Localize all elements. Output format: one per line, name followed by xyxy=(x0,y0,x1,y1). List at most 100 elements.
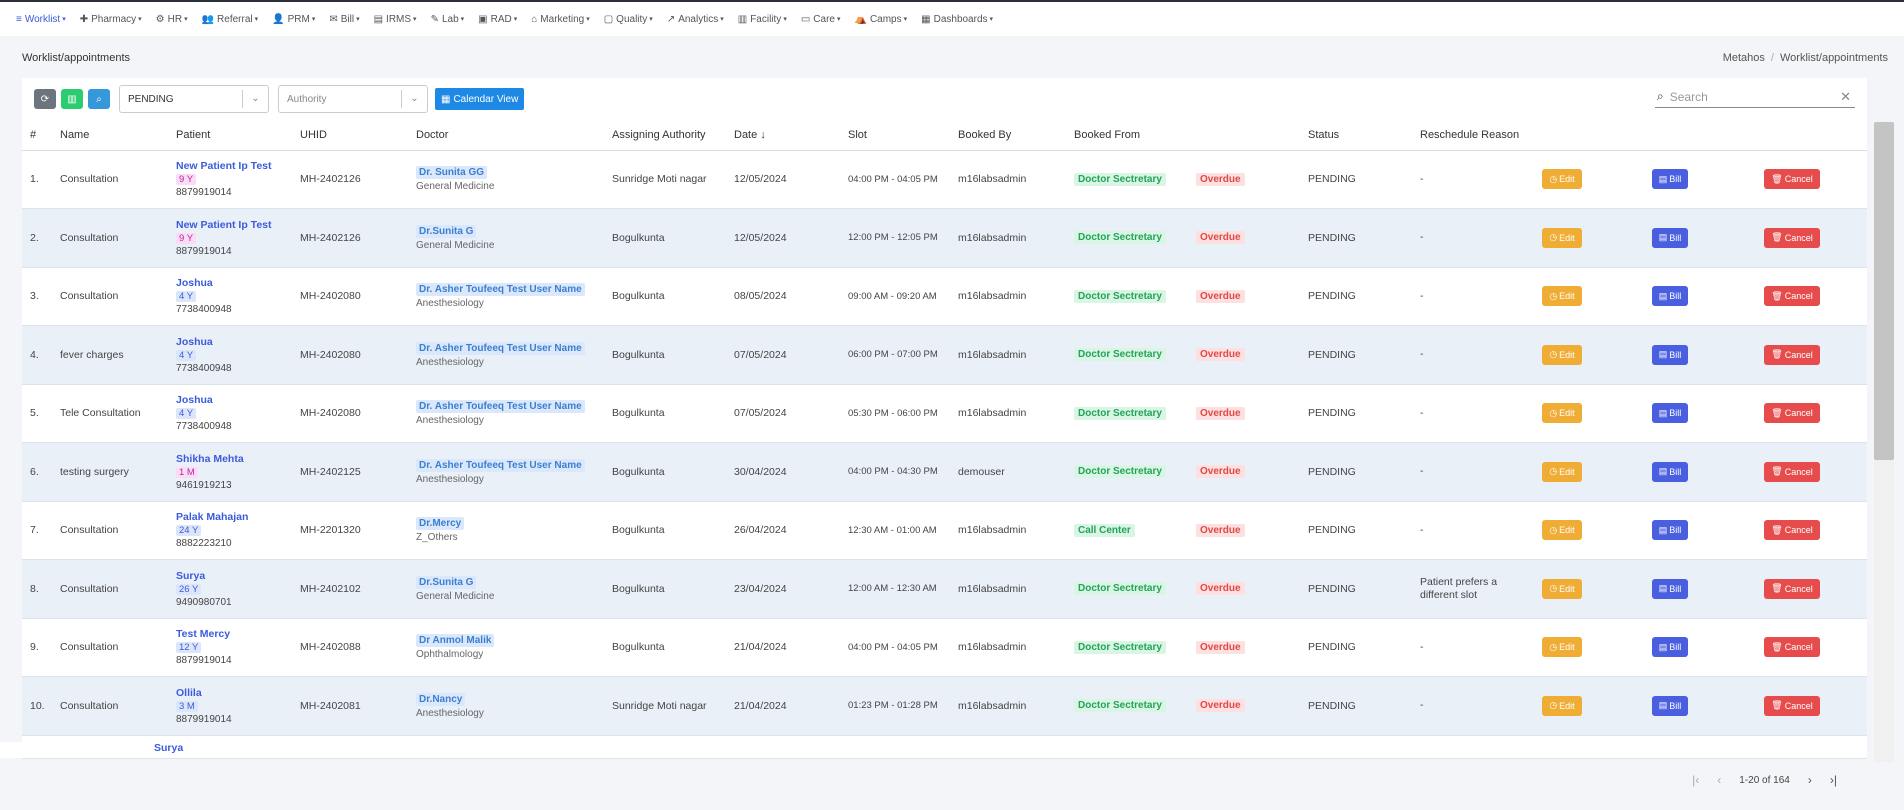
calendar-view-button[interactable]: ▦ Calendar View xyxy=(435,88,525,110)
bill-button[interactable]: ▤ Bill xyxy=(1652,169,1688,190)
nav-facility[interactable]: ▥ Facility ▾ xyxy=(738,14,787,25)
status: PENDING xyxy=(1308,407,1356,420)
doctor-name: Dr. Sunita GG xyxy=(416,166,488,180)
patient-name[interactable]: Joshua xyxy=(176,335,213,348)
authority-select[interactable]: Authority ⌄ xyxy=(278,85,428,113)
bill-button[interactable]: ▤ Bill xyxy=(1652,461,1688,482)
cancel-button[interactable]: 🗑 Cancel xyxy=(1764,637,1820,658)
patient-name[interactable]: New Patient Ip Test xyxy=(176,218,272,231)
uhid: MH-2402080 xyxy=(300,348,361,361)
bill-button[interactable]: ▤ Bill xyxy=(1652,637,1688,658)
cancel-button[interactable]: 🗑 Cancel xyxy=(1764,695,1820,716)
bill-button[interactable]: ▤ Bill xyxy=(1652,520,1688,541)
edit-button[interactable]: ◷ Edit xyxy=(1542,695,1582,716)
edit-button[interactable]: ◷ Edit xyxy=(1542,227,1582,248)
nav-label: RAD xyxy=(490,13,512,25)
edit-button[interactable]: ◷ Edit xyxy=(1542,403,1582,424)
bill-button[interactable]: ▤ Bill xyxy=(1652,695,1688,716)
edit-button[interactable]: ◷ Edit xyxy=(1542,578,1582,599)
next-page-icon[interactable]: › xyxy=(1807,773,1812,787)
patient-name[interactable]: Test Mercy xyxy=(176,628,231,641)
bill-button[interactable]: ▤ Bill xyxy=(1652,344,1688,365)
cancel-button[interactable]: 🗑 Cancel xyxy=(1764,578,1820,599)
nav-dashboards[interactable]: ▦ Dashboards ▾ xyxy=(921,14,993,25)
column-header[interactable]: UHID xyxy=(292,120,408,151)
export-button[interactable]: ▥ xyxy=(61,89,83,109)
patient-name[interactable]: Palak Mahajan xyxy=(176,511,249,524)
search-input[interactable]: Search xyxy=(1669,89,1708,104)
nav-rad[interactable]: ▣ RAD ▾ xyxy=(478,14,517,25)
bill-button[interactable]: ▤ Bill xyxy=(1652,578,1688,599)
clear-icon[interactable]: ✕ xyxy=(1840,88,1851,104)
last-page-icon[interactable]: ›| xyxy=(1829,773,1837,787)
prev-page-icon[interactable]: ‹ xyxy=(1717,773,1722,787)
nav-quality-icon: ▢ xyxy=(603,13,614,25)
column-header[interactable]: Patient xyxy=(168,120,292,151)
column-header[interactable]: Reschedule Reason xyxy=(1412,120,1534,151)
nav-analytics[interactable]: ↗ Analytics ▾ xyxy=(667,14,724,25)
column-header[interactable]: Booked From xyxy=(1066,120,1188,151)
edit-button[interactable]: ◷ Edit xyxy=(1542,169,1582,190)
first-page-icon[interactable]: |‹ xyxy=(1692,773,1700,787)
nav-lab[interactable]: ✎ Lab ▾ xyxy=(431,14,465,25)
nav-label: Camps xyxy=(869,13,902,25)
cancel-button[interactable]: 🗑 Cancel xyxy=(1764,227,1820,248)
nav-worklist[interactable]: ≡ Worklist ▾ xyxy=(16,14,66,25)
nav-care[interactable]: ▭ Care ▾ xyxy=(801,14,841,25)
column-header[interactable]: Slot xyxy=(840,120,950,151)
status-select[interactable]: PENDING ⌄ xyxy=(119,85,269,113)
cancel-button[interactable]: 🗑 Cancel xyxy=(1764,169,1820,190)
sort-down-icon[interactable]: ↓ xyxy=(760,128,766,141)
patient-name[interactable]: Surya xyxy=(176,569,206,582)
nav-pharmacy[interactable]: ✚ Pharmacy ▾ xyxy=(80,14,142,25)
column-header[interactable]: Date ↓ xyxy=(726,120,840,151)
cancel-button[interactable]: 🗑 Cancel xyxy=(1764,461,1820,482)
edit-button[interactable]: ◷ Edit xyxy=(1542,520,1582,541)
trash-icon: 🗑 xyxy=(1771,173,1783,184)
caret-down-icon: ▾ xyxy=(413,16,417,23)
column-header[interactable]: # xyxy=(22,120,52,151)
cancel-button[interactable]: 🗑 Cancel xyxy=(1764,286,1820,307)
nav-prm[interactable]: 👤 PRM ▾ xyxy=(272,14,315,25)
partial-patient-name[interactable]: Surya xyxy=(154,742,184,754)
nav-hr[interactable]: ⚙ HR ▾ xyxy=(156,14,188,25)
patient-name[interactable]: New Patient Ip Test xyxy=(176,160,272,173)
cancel-button[interactable]: 🗑 Cancel xyxy=(1764,520,1820,541)
doctor-cell: Dr.Mercy Z_Others xyxy=(408,501,604,560)
nav-quality[interactable]: ▢ Quality ▾ xyxy=(604,14,653,25)
breadcrumb-root[interactable]: Metahos xyxy=(1722,52,1765,64)
cancel-button[interactable]: 🗑 Cancel xyxy=(1764,403,1820,424)
bill-button[interactable]: ▤ Bill xyxy=(1652,227,1688,248)
edit-button[interactable]: ◷ Edit xyxy=(1542,344,1582,365)
patient-name[interactable]: Ollila xyxy=(176,686,202,699)
search-button[interactable]: ⌕ xyxy=(88,89,110,109)
column-header[interactable]: Status xyxy=(1300,120,1412,151)
doctor-name: Dr.Sunita G xyxy=(416,224,477,238)
cancel-button[interactable]: 🗑 Cancel xyxy=(1764,344,1820,365)
doctor-specialty: Anesthesiology xyxy=(416,473,484,485)
booked-from-cell: Doctor Sectretary xyxy=(1066,677,1188,736)
nav-bill[interactable]: ✉ Bill ▾ xyxy=(329,14,359,25)
column-header[interactable]: Booked By xyxy=(950,120,1066,151)
bill-button[interactable]: ▤ Bill xyxy=(1652,286,1688,307)
caret-down-icon: ▾ xyxy=(513,16,518,23)
edit-button[interactable]: ◷ Edit xyxy=(1542,286,1582,307)
patient-name[interactable]: Joshua xyxy=(176,277,213,290)
bill-button[interactable]: ▤ Bill xyxy=(1652,403,1688,424)
table-row: 8. Consultation Surya 26 Y 9490980701 MH… xyxy=(22,559,1867,618)
booked-from-cell: Doctor Sectretary xyxy=(1066,618,1188,677)
edit-button[interactable]: ◷ Edit xyxy=(1542,461,1582,482)
edit-button[interactable]: ◷ Edit xyxy=(1542,637,1582,658)
column-header[interactable]: Assigning Authority xyxy=(604,120,726,151)
column-header[interactable]: Name xyxy=(52,120,168,151)
patient-name[interactable]: Shikha Mehta xyxy=(176,452,244,465)
column-header[interactable]: Doctor xyxy=(408,120,604,151)
nav-irms[interactable]: ▤ IRMS ▾ xyxy=(374,14,417,25)
search-box[interactable]: ⌕ Search ✕ xyxy=(1655,86,1855,108)
nav-camps[interactable]: ⛺ Camps ▾ xyxy=(854,14,907,25)
nav-referral[interactable]: 👥 Referral ▾ xyxy=(202,14,259,25)
scrollbar-thumb[interactable] xyxy=(1874,122,1894,460)
patient-name[interactable]: Joshua xyxy=(176,394,213,407)
nav-marketing[interactable]: ⌂ Marketing ▾ xyxy=(531,14,589,25)
refresh-button[interactable]: ⟳ xyxy=(34,89,56,109)
